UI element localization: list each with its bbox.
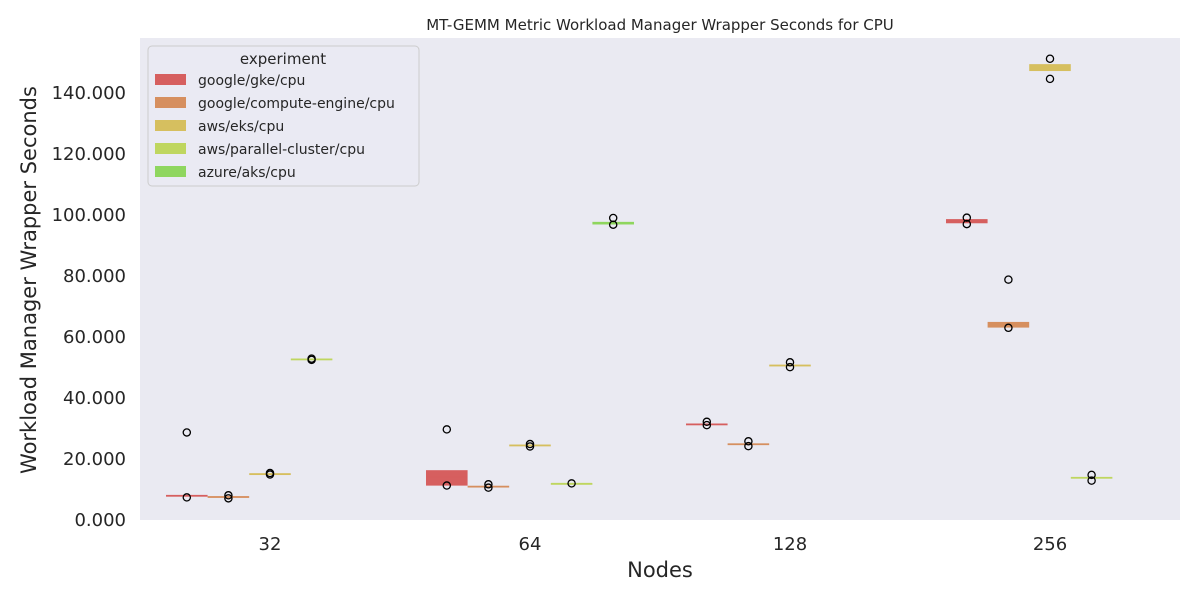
y-tick-label: 60.000 xyxy=(63,327,126,348)
outliers-layer xyxy=(182,54,1096,503)
outlier-point xyxy=(1087,476,1096,485)
outlier-point xyxy=(265,470,275,479)
outlier-point xyxy=(442,481,452,490)
x-tick-label: 128 xyxy=(773,534,807,555)
legend-swatch xyxy=(155,143,186,154)
outlier-point xyxy=(1004,323,1013,333)
x-tick-label: 64 xyxy=(519,534,542,555)
outlier-point xyxy=(1045,74,1055,84)
legend-swatch xyxy=(155,120,186,131)
y-tick-label: 120.000 xyxy=(52,144,126,165)
outlier-point xyxy=(567,479,576,488)
y-tick-label: 20.000 xyxy=(63,449,126,470)
x-axis-title: Nodes xyxy=(627,558,693,582)
legend-entry: azure/aks/cpu xyxy=(198,165,296,181)
legend-items: google/gke/cpu google/compute-engine/cpu a… xyxy=(155,73,395,181)
chart-title: MT-GEMM Metric Workload Manager Wrapper … xyxy=(426,16,894,34)
outlier-point xyxy=(224,494,233,503)
y-tick-label: 80.000 xyxy=(63,266,126,287)
outlier-point xyxy=(484,480,493,489)
y-tick-label: 100.000 xyxy=(52,205,126,226)
outlier-point xyxy=(525,442,535,451)
outlier-point xyxy=(224,491,233,500)
legend: experiment google/gke/cpu google/compute-… xyxy=(147,45,420,187)
x-tick-label: 256 xyxy=(1033,534,1067,555)
outlier-point xyxy=(702,417,712,427)
outlier-point xyxy=(1087,470,1096,480)
outlier-point xyxy=(182,428,192,437)
legend-frame xyxy=(147,45,420,187)
box xyxy=(426,470,468,486)
outlier-point xyxy=(785,358,795,367)
legend-swatch xyxy=(155,97,186,108)
outlier-point xyxy=(307,355,316,365)
outlier-point xyxy=(962,219,972,229)
x-tick-label: 32 xyxy=(259,534,282,555)
outlier-point xyxy=(484,483,493,492)
legend-swatch xyxy=(155,74,186,85)
outlier-point xyxy=(1004,275,1013,284)
outlier-point xyxy=(744,441,753,451)
outlier-point xyxy=(182,493,192,502)
outlier-point xyxy=(608,220,618,229)
legend-entry: aws/parallel-cluster/cpu xyxy=(198,142,365,158)
outlier-point xyxy=(785,362,795,372)
y-tick-label: 40.000 xyxy=(63,388,126,409)
box xyxy=(1029,64,1071,72)
x-axis-ticks: 32 64 128 256 xyxy=(259,534,1068,555)
y-axis-ticks: 0.000 20.000 40.000 60.000 80.000 100.000 120.… xyxy=(52,83,126,531)
outlier-point xyxy=(962,213,972,222)
outlier-point xyxy=(442,425,452,434)
y-tick-label: 0.000 xyxy=(74,510,126,531)
legend-title: experiment xyxy=(240,50,326,68)
legend-entry: google/compute-engine/cpu xyxy=(198,96,395,112)
y-axis-title: Workload Manager Wrapper Seconds xyxy=(17,86,41,474)
legend-entry: aws/eks/cpu xyxy=(198,119,284,135)
outlier-point xyxy=(1045,54,1055,63)
outlier-point xyxy=(702,420,712,430)
outlier-point xyxy=(744,437,753,446)
legend-entry: google/gke/cpu xyxy=(198,73,305,89)
y-tick-label: 140.000 xyxy=(52,83,126,104)
outlier-point xyxy=(525,439,535,449)
legend-swatch xyxy=(155,166,186,177)
